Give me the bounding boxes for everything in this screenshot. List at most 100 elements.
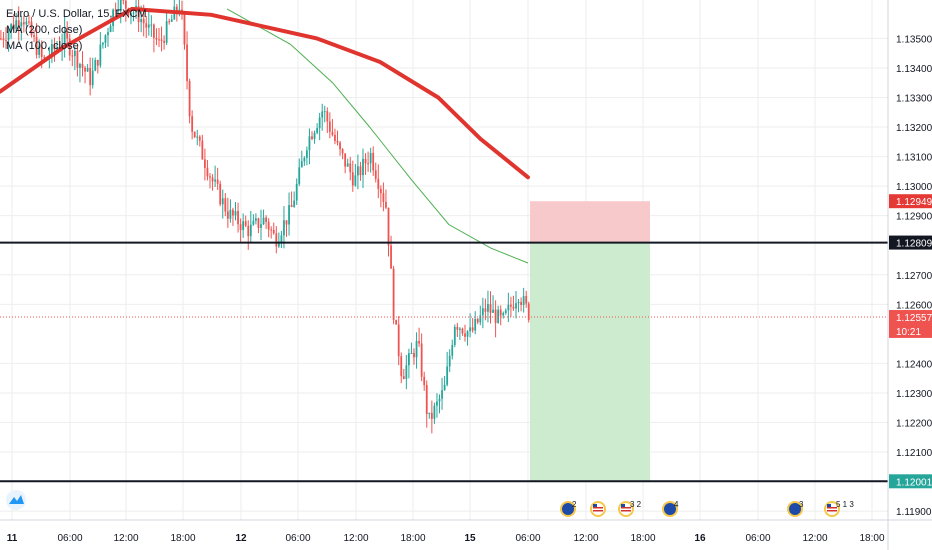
us-flag-icon[interactable]: 3 2 <box>618 500 642 517</box>
candle <box>51 39 53 64</box>
candle <box>364 153 367 175</box>
candle <box>298 158 301 187</box>
candle <box>234 201 237 221</box>
candle <box>357 154 359 190</box>
candle <box>150 15 153 37</box>
price-tick-label: 1.12100 <box>896 448 932 459</box>
tradingview-logo-icon[interactable] <box>6 490 26 510</box>
ma200-legend[interactable]: MA (200, close) <box>6 24 83 36</box>
time-tick-label: 15 <box>464 533 476 544</box>
candle <box>527 301 530 323</box>
candle <box>512 295 515 311</box>
time-tick-label: 06:00 <box>285 533 310 544</box>
candle <box>255 213 257 225</box>
candle <box>114 2 117 18</box>
candle <box>165 11 168 46</box>
candle <box>25 17 28 27</box>
candle <box>290 191 293 208</box>
candle <box>130 12 132 25</box>
candle <box>351 160 354 192</box>
svg-text:4: 4 <box>674 500 679 509</box>
time-tick-label: 12:00 <box>802 533 827 544</box>
candle <box>395 319 398 325</box>
eu-flag-icon[interactable]: 4 <box>662 500 679 517</box>
time-axis[interactable]: 11 06:00 12:00 18:00 12 06:00 12:00 18:00 15 06:0… <box>7 533 885 544</box>
candle <box>94 57 97 72</box>
candle <box>153 23 155 53</box>
candle <box>214 165 216 188</box>
candle <box>237 202 239 233</box>
candle <box>267 218 270 238</box>
candle <box>33 29 35 43</box>
price-tick-label: 1.13200 <box>896 123 932 134</box>
economic-events[interactable]: 2 3 2 4 3 5 1 3 <box>560 500 854 517</box>
candle <box>63 17 66 58</box>
us-flag-icon[interactable] <box>590 501 606 517</box>
price-tick-label: 1.12300 <box>896 389 932 400</box>
candle <box>497 305 500 324</box>
time-tick-label: 12 <box>235 533 247 544</box>
time-tick-label: 06:00 <box>57 533 82 544</box>
candle <box>502 311 505 319</box>
candle <box>341 148 344 160</box>
candle <box>334 128 336 145</box>
time-tick-label: 06:00 <box>515 533 540 544</box>
price-axis[interactable]: 1.13500 1.13400 1.13300 1.13200 1.13100 1.130… <box>896 34 932 518</box>
candle <box>265 215 267 229</box>
candle <box>372 146 375 176</box>
price-tick-label: 1.12200 <box>896 419 932 430</box>
candle <box>173 0 176 20</box>
time-tick-label: 18:00 <box>859 533 884 544</box>
stop-loss-zone[interactable] <box>530 201 650 243</box>
candle <box>257 217 260 234</box>
candle <box>53 37 56 62</box>
eu-flag-icon[interactable]: 2 <box>560 500 577 517</box>
candle <box>476 318 479 325</box>
candle <box>520 297 522 312</box>
candle <box>30 16 33 38</box>
candle <box>413 348 415 365</box>
candle <box>415 332 418 369</box>
candle <box>379 185 382 208</box>
candle <box>318 112 321 141</box>
price-tick-label: 1.12400 <box>896 359 932 370</box>
candle <box>275 226 278 254</box>
candle <box>280 230 283 249</box>
ma100-line <box>226 8 529 264</box>
candle <box>272 222 275 235</box>
svg-text:3 2: 3 2 <box>630 500 642 509</box>
candle <box>479 305 482 326</box>
candle <box>155 28 158 46</box>
candle <box>428 412 431 419</box>
candle <box>168 18 171 25</box>
candle <box>374 162 377 183</box>
candle <box>367 151 369 172</box>
price-tick-label: 1.13100 <box>896 153 932 164</box>
candle <box>410 342 413 355</box>
ma100-legend[interactable]: MA (100, close) <box>6 40 83 52</box>
price-label: 1.12557 <box>889 310 932 325</box>
candle <box>206 159 209 181</box>
candle <box>262 209 265 225</box>
price-tick-label: 1.13300 <box>896 94 932 105</box>
us-flag-icon[interactable]: 5 1 3 <box>824 500 854 517</box>
candle <box>484 298 487 321</box>
candle <box>15 13 18 32</box>
candle <box>423 371 426 391</box>
candle <box>102 42 104 49</box>
price-tick-label: 1.12700 <box>896 271 932 282</box>
take-profit-zone[interactable] <box>530 242 650 482</box>
candle <box>247 220 250 250</box>
candle <box>81 51 84 77</box>
candle <box>22 16 25 33</box>
price-tick-label: 1.12600 <box>896 300 932 311</box>
candle <box>471 318 474 333</box>
symbol-title[interactable]: Euro / U.S. Dollar, 15, FXCM <box>6 8 147 20</box>
candle <box>107 27 109 47</box>
candle <box>204 148 206 181</box>
candle <box>76 45 79 77</box>
eu-flag-icon[interactable]: 3 <box>787 500 804 517</box>
candle <box>354 164 357 187</box>
candle <box>73 46 76 71</box>
